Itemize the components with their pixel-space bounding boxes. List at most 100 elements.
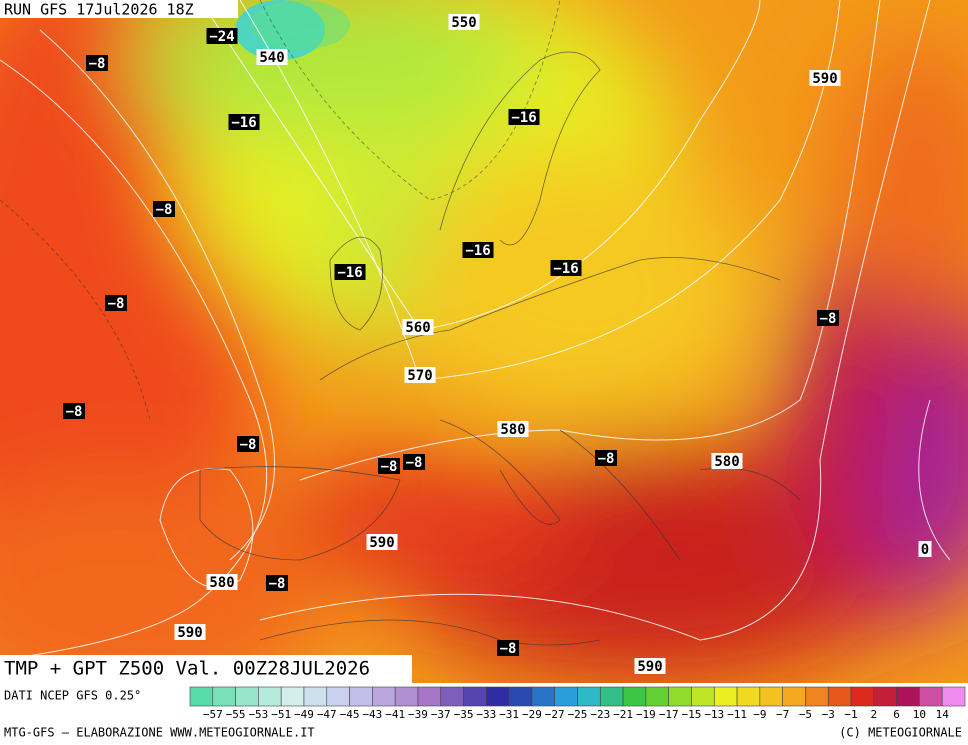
height-label-bg [634,658,666,674]
legend-swatch [645,686,669,707]
legend-swatch [326,686,350,707]
legend-label: −1 [844,708,857,721]
temperature-label: −8 [108,296,125,312]
legend-label: −25 [568,708,588,721]
credit: MTG-GFS — ELABORAZIONE WWW.METEOGIORNALE… [4,726,315,740]
legend-swatch [759,686,783,707]
temperature-label-bg [462,242,494,258]
legend-label: −43 [362,708,382,721]
height-label: 580 [714,454,739,470]
legend-label: −33 [476,708,496,721]
temperature-label: −16 [231,115,256,131]
legend-swatch [212,686,236,707]
legend-swatch [599,686,624,707]
legend-label: −51 [271,708,291,721]
legend-label: 14 [936,708,950,721]
legend-swatch [486,686,510,707]
temperature-label: −8 [66,404,83,420]
legend-label: −55 [226,708,246,721]
height-label: 580 [209,575,234,591]
legend-label: −31 [499,708,519,721]
legend-label: −7 [776,708,789,721]
legend-label: −3 [822,708,835,721]
temperature-label-bg [508,109,540,125]
legend-label: −17 [659,708,679,721]
legend-swatch [235,686,259,707]
temperature-label-bg [266,575,288,591]
temperature-label-bg [378,458,400,474]
legend-label: −49 [294,708,314,721]
legend-swatch [349,686,373,707]
temperature-label: −8 [598,451,615,467]
temperature-label: −8 [240,437,257,453]
legend-label: −37 [431,708,451,721]
height-label-bg [206,574,238,590]
map-title: TMP + GPT Z500 Val. 00Z28JUL2026 [4,658,370,680]
temperature-label: −16 [337,265,362,281]
height-label: 560 [405,320,430,336]
legend-label: −19 [636,708,656,721]
temperature-label: −8 [820,311,837,327]
height-label-bg [402,319,434,335]
legend-label: −5 [799,708,812,721]
temperature-label-bg [237,436,259,452]
temperature-label-bg [595,450,617,466]
legend-label: −53 [248,708,268,721]
temperature-label-bg [105,295,127,311]
legend-label: −23 [590,708,610,721]
title-bg [0,655,412,683]
legend-swatch [531,686,556,707]
legend-swatch [919,686,943,707]
temperature-label-bg [153,201,175,217]
legend-label: 6 [893,708,900,721]
run-label: RUN GFS 17Jul2026 18Z [4,1,194,19]
height-label-bg [497,421,529,437]
temperature-label: −8 [269,576,286,592]
legend-swatch [554,686,578,707]
legend-swatch [508,686,533,707]
height-label-bg [174,624,206,640]
temperature-label: −8 [381,459,398,475]
height-label: 540 [259,50,284,66]
temperature-label-bg [403,454,425,470]
source: DATI NCEP GFS 0.25° [4,689,141,703]
temperature-label: −16 [465,243,490,259]
legend-swatch [440,686,464,707]
temperature-label: −8 [156,202,173,218]
legend-swatch [577,686,601,707]
legend: −57 −55 −53 −51 −49 −47 −45 −43 −41 −39 −37 −35 −33−… [189,686,966,721]
legend-label: −27 [545,708,565,721]
temperature-label: 0 [921,542,929,558]
legend-label: −41 [385,708,405,721]
legend-swatch [303,686,328,707]
legend-label: −35 [454,708,474,721]
temperature-label-bg [497,640,519,656]
legend-label: −47 [317,708,337,721]
temperature-label-bg [86,55,108,71]
legend-swatch [713,686,738,707]
legend-swatch [189,686,214,707]
height-label: 550 [451,15,476,31]
legend-swatch [850,686,875,707]
height-label: 570 [407,368,432,384]
height-label-bg [366,534,398,550]
temperature-label-bg [550,260,582,276]
legend-swatch [417,686,442,707]
legend-swatch [258,686,282,707]
temperature-label: −8 [89,56,106,72]
temperature-label: −8 [406,455,423,471]
temperature-label-bg [63,403,85,419]
legend-label: −13 [704,708,724,721]
height-label: 590 [812,71,837,87]
legend-label: −9 [753,708,766,721]
legend-swatch [896,686,920,707]
height-label: 580 [500,422,525,438]
temperature-label: −24 [209,29,234,45]
height-label-bg [809,70,841,86]
height-label: 590 [637,659,662,675]
temperature-label-bg [918,541,932,557]
legend-swatch [941,686,966,707]
legend-swatch [463,686,487,707]
map [0,0,968,683]
